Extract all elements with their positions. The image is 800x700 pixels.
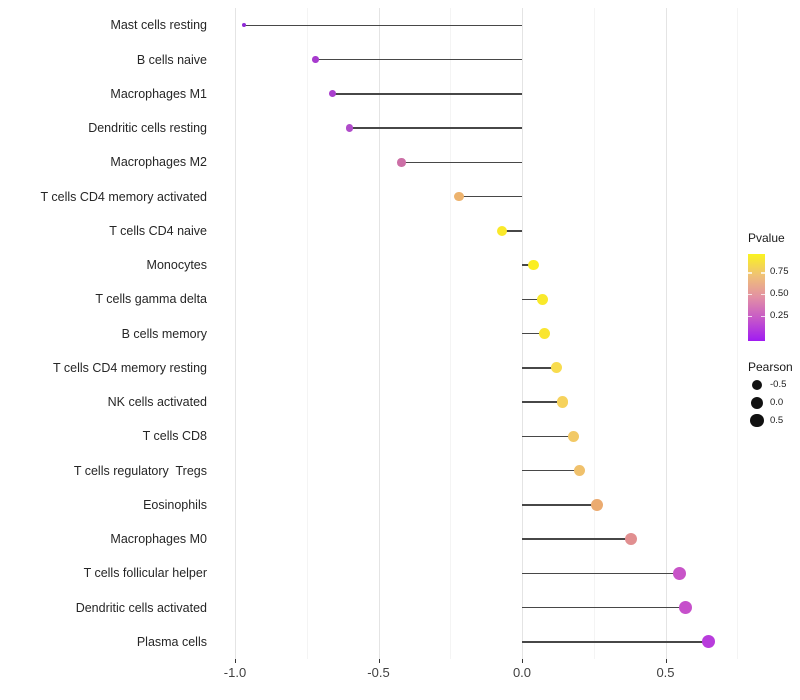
lollipop-stem bbox=[522, 538, 632, 540]
grid-major-line bbox=[235, 8, 236, 659]
pearson-legend-dot bbox=[751, 397, 763, 409]
grid-minor-line bbox=[450, 8, 452, 659]
lollipop-dot bbox=[673, 566, 687, 580]
pvalue-tick-label: 0.50 bbox=[770, 287, 789, 299]
y-axis-label: T cells CD4 naive bbox=[109, 223, 207, 238]
lollipop-stem bbox=[522, 469, 580, 472]
y-axis-label: T cells CD4 memory activated bbox=[40, 189, 208, 204]
grid-minor-line bbox=[593, 8, 595, 659]
pvalue-bar-tick bbox=[748, 293, 752, 295]
lollipop-stem bbox=[522, 332, 545, 335]
lollipop-stem bbox=[401, 161, 522, 164]
pearson-legend-dot bbox=[752, 380, 762, 390]
pvalue-bar-tick bbox=[748, 315, 752, 317]
lollipop-dot bbox=[241, 23, 246, 28]
y-axis-label: Macrophages M2 bbox=[110, 155, 207, 170]
lollipop-stem bbox=[522, 298, 543, 301]
pvalue-tick-label: 0.75 bbox=[770, 266, 789, 277]
grid-minor-line bbox=[306, 8, 308, 659]
x-axis-tick-label: -0.5 bbox=[367, 665, 390, 680]
lollipop-dot bbox=[556, 396, 568, 408]
lollipop-dot bbox=[329, 90, 337, 98]
lollipop-dot bbox=[397, 158, 406, 167]
lollipop-stem bbox=[522, 504, 597, 506]
x-axis-tick bbox=[665, 659, 667, 663]
lollipop-dot bbox=[590, 498, 603, 511]
x-axis-tick-label: 0.0 bbox=[512, 665, 532, 680]
lollipop-stem bbox=[349, 127, 522, 129]
lollipop-stem bbox=[458, 195, 522, 198]
y-axis-label: Dendritic cells activated bbox=[75, 600, 207, 615]
y-axis-label: NK cells activated bbox=[107, 395, 207, 410]
lollipop-stem bbox=[522, 264, 534, 266]
lollipop-dot bbox=[346, 124, 354, 132]
grid-major-line bbox=[665, 8, 667, 659]
lollipop-dot bbox=[528, 259, 539, 271]
y-axis-label: Monocytes bbox=[146, 258, 207, 273]
lollipop-stem bbox=[522, 572, 680, 575]
pvalue-tick-label: 0.25 bbox=[770, 309, 789, 321]
lollipop-dot bbox=[454, 191, 464, 202]
y-axis-label: Macrophages M0 bbox=[110, 532, 207, 547]
lollipop-stem bbox=[522, 606, 686, 609]
lollipop-stem bbox=[522, 641, 709, 643]
pearson-legend-label: 0.0 bbox=[770, 397, 784, 408]
y-axis-label: T cells follicular helper bbox=[83, 566, 207, 581]
pearson-legend-dot bbox=[750, 413, 764, 428]
x-axis-tick bbox=[378, 659, 380, 663]
y-axis-label: T cells CD8 bbox=[142, 429, 207, 444]
lollipop-stem bbox=[332, 93, 522, 95]
lollipop-dot bbox=[701, 635, 716, 649]
pvalue-bar-tick bbox=[761, 293, 765, 295]
lollipop-stem bbox=[315, 58, 522, 61]
pvalue-legend-title: Pvalue bbox=[748, 231, 785, 245]
pearson-legend-label: -0.5 bbox=[770, 379, 787, 390]
lollipop-dot bbox=[573, 464, 586, 477]
lollipop-dot bbox=[550, 362, 563, 374]
y-axis-label: Eosinophils bbox=[143, 497, 207, 512]
lollipop-dot bbox=[496, 225, 508, 236]
lollipop-stem bbox=[522, 401, 563, 403]
pvalue-gradient-bar bbox=[748, 254, 765, 341]
grid-minor-line bbox=[737, 8, 739, 659]
y-axis-label: B cells memory bbox=[121, 326, 207, 341]
y-axis-label: B cells naive bbox=[136, 52, 207, 67]
lollipop-dot bbox=[536, 293, 548, 305]
lollipop-dot bbox=[312, 56, 319, 63]
y-axis-label: Plasma cells bbox=[136, 634, 207, 649]
pvalue-bar-tick bbox=[748, 272, 752, 274]
lollipop-stem bbox=[522, 367, 557, 369]
lollipop-stem bbox=[243, 24, 522, 27]
x-axis-tick bbox=[235, 659, 236, 663]
pearson-legend-label: 0.5 bbox=[770, 414, 784, 426]
x-axis-tick-label: -1.0 bbox=[223, 665, 247, 680]
lollipop-stem bbox=[501, 230, 522, 232]
y-axis-label: T cells regulatory Tregs bbox=[73, 463, 207, 478]
y-axis-label: T cells CD4 memory resting bbox=[53, 360, 207, 375]
lollipop-dot bbox=[624, 532, 638, 546]
x-axis-tick bbox=[522, 659, 523, 663]
y-axis-label: Dendritic cells resting bbox=[88, 121, 207, 136]
grid-major-line bbox=[378, 8, 380, 659]
y-axis-label: T cells gamma delta bbox=[95, 292, 207, 307]
lollipop-dot bbox=[567, 430, 580, 443]
pvalue-bar-tick bbox=[761, 272, 765, 274]
lollipop-dot bbox=[679, 601, 693, 615]
pearson-legend-title: Pearson bbox=[748, 360, 793, 374]
y-axis-label: Mast cells resting bbox=[110, 18, 207, 33]
y-axis-label: Macrophages M1 bbox=[110, 86, 207, 101]
x-axis-tick-label: 0.5 bbox=[656, 665, 675, 680]
lollipop-dot bbox=[539, 328, 551, 340]
lollipop-stem bbox=[522, 435, 574, 438]
pvalue-bar-tick bbox=[761, 315, 765, 317]
